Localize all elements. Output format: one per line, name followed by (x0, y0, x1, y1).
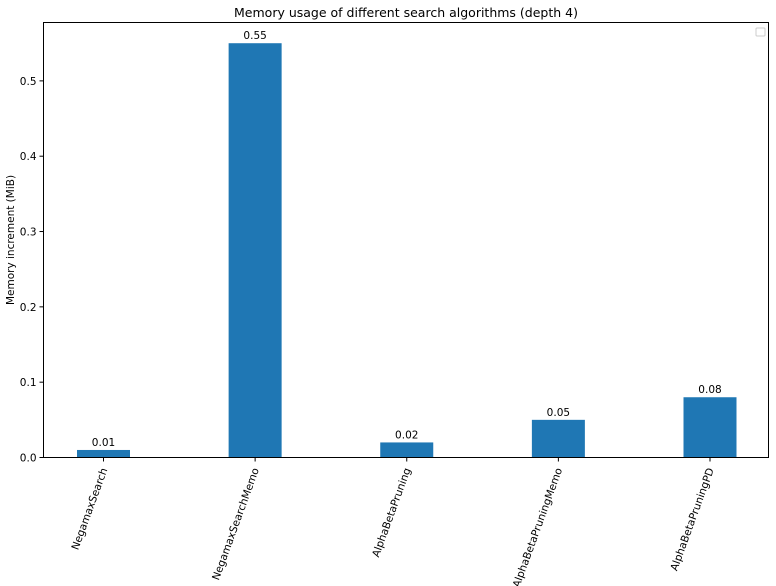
bar (228, 43, 282, 458)
y-tick-label: 0.3 (20, 227, 37, 239)
bar-value-label: 0.02 (395, 429, 418, 441)
bar-value-label: 0.01 (92, 437, 115, 449)
bar (380, 442, 434, 458)
bar (683, 397, 737, 458)
y-tick-label: 0.1 (20, 377, 37, 389)
plot-frame (43, 22, 769, 458)
bar (531, 419, 585, 458)
bar-value-label: 0.08 (698, 384, 721, 396)
y-tick-label: 0.4 (20, 151, 37, 163)
y-tick-label: 0.2 (20, 302, 37, 314)
y-tick-label: 0.5 (20, 76, 37, 88)
bar-value-label: 0.05 (547, 407, 570, 419)
y-tick-label: 0.0 (20, 453, 37, 465)
chart-title: Memory usage of different search algorit… (234, 5, 578, 20)
y-axis-label: Memory increment (MiB) (5, 175, 17, 305)
bar (77, 449, 130, 458)
legend-box (755, 27, 766, 37)
bar-value-label: 0.55 (243, 30, 266, 42)
